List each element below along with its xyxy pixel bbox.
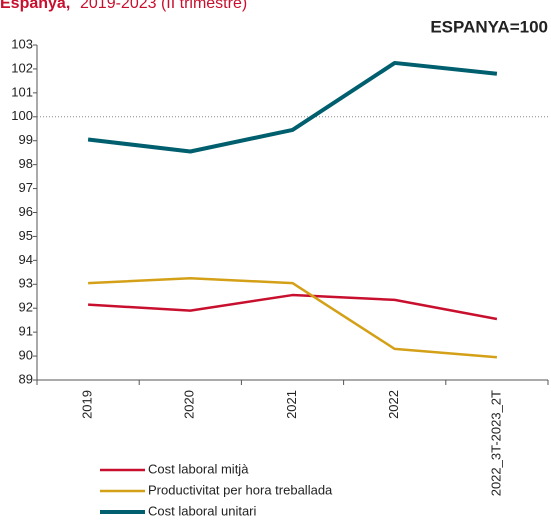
legend-label: Cost laboral unitari [148,503,256,518]
y-tick-label: 89 [19,371,33,386]
y-tick-label: 94 [19,252,33,267]
x-tick-label: 2019 [80,390,95,419]
legend-label: Cost laboral mitjà [148,461,249,476]
y-tick-label: 100 [11,108,33,123]
y-tick-label: 92 [19,300,33,315]
x-tick-label: 2020 [182,390,197,419]
y-tick-label: 95 [19,228,33,243]
x-tick-label: 2022 [386,390,401,419]
chart-title: 2019-2023 (II trimestre) [80,0,247,12]
y-tick-label: 103 [11,36,33,51]
y-tick-label: 101 [11,84,33,99]
legend-label: Productivitat per hora treballada [148,482,333,497]
chart-subtitle: ESPANYA=100 [430,17,548,36]
y-tick-label: 96 [19,204,33,219]
series-line [88,277,498,359]
y-tick-label: 97 [19,180,33,195]
y-tick-label: 91 [19,324,33,339]
series-line [87,60,498,154]
y-tick-label: 93 [19,276,33,291]
series-line [88,293,498,321]
y-tick-label: 102 [11,60,33,75]
x-tick-label: 2022_3T-2023_2T [488,390,503,496]
y-tick-label: 99 [19,132,33,147]
y-tick-label: 98 [19,156,33,171]
x-tick-label: 2021 [284,390,299,419]
chart-title-bold: Espanya, [0,0,70,12]
y-tick-label: 90 [19,348,33,363]
